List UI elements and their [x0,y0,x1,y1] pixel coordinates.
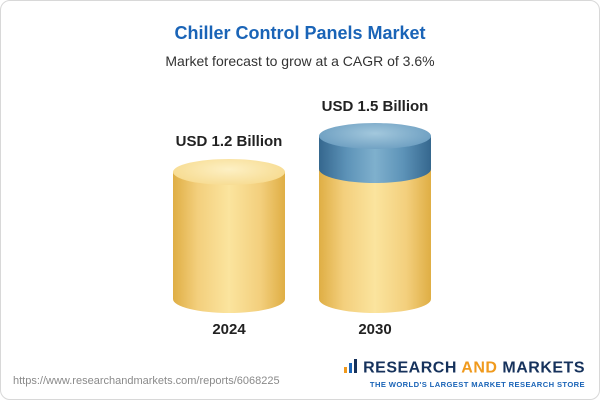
axis-label-2030: 2030 [358,321,392,338]
chart-subtitle: Market forecast to grow at a CAGR of 3.6… [165,53,435,69]
report-url: https://www.researchandmarkets.com/repor… [13,375,280,387]
logo-word-and: AND [461,359,498,377]
value-label-2024: USD 1.2 Billion [175,133,283,150]
bar-2030-growth-top-ellipse [319,123,431,149]
chart-title: Chiller Control Panels Market [174,23,426,43]
logo-word-markets: MARKETS [502,359,585,377]
bar-2024-cylinder [173,159,285,313]
axis-label-2024: 2024 [212,321,246,338]
logo-mark-icon [344,359,358,378]
bar-2024-body [173,172,285,313]
bar-2024-top-ellipse [173,159,285,185]
logo-wordmark: RESEARCH AND MARKETS [344,359,585,378]
bar-2030-growth-segment [319,123,431,183]
logo-tagline: THE WORLD'S LARGEST MARKET RESEARCH STOR… [369,380,585,389]
logo-word-research: RESEARCH [363,359,457,377]
research-and-markets-logo: RESEARCH AND MARKETS THE WORLD'S LARGEST… [344,359,585,389]
bar-2030-cylinder [319,123,431,313]
value-label-2030: USD 1.5 Billion [321,98,429,115]
